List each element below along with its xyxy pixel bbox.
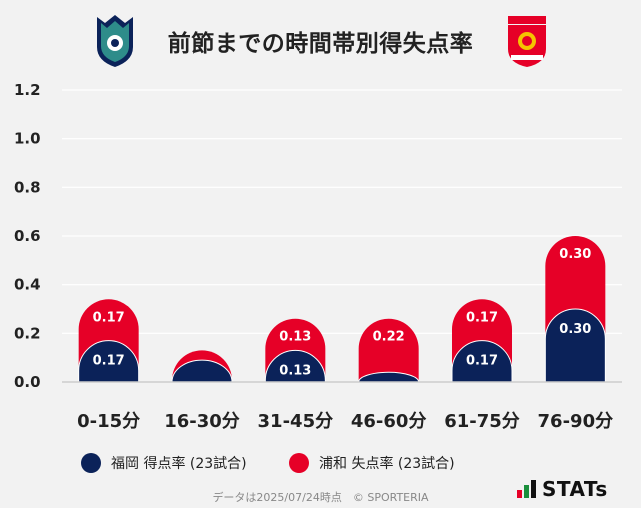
bar-label-away-6: 0.30: [559, 247, 591, 262]
y-tick-label: 0.8: [14, 178, 41, 196]
legend-label-home: 福岡 得点率 (23試合): [111, 456, 247, 472]
y-tick-label: 0.0: [14, 373, 41, 391]
bar-label-away-3: 0.13: [279, 330, 311, 345]
x-tick-label: 16-30分: [164, 411, 240, 432]
legend-swatch-away: [289, 453, 309, 473]
chart-title: 前節までの時間帯別得失点率: [167, 31, 474, 57]
bar-home-2: [171, 359, 233, 383]
y-tick-label: 0.6: [14, 227, 41, 245]
bar-label-away-5: 0.17: [466, 310, 498, 325]
bar-label-away-4: 0.22: [373, 330, 405, 345]
bar-label-home-3: 0.13: [279, 363, 311, 378]
bar-home-3: [264, 349, 326, 383]
x-tick-label: 0-15分: [77, 411, 140, 432]
bar-label-home-6: 0.30: [559, 322, 591, 337]
y-tick-label: 1.2: [14, 81, 41, 99]
x-tick-label: 46-60分: [351, 411, 427, 432]
y-tick-label: 0.2: [14, 324, 41, 342]
y-tick-label: 0.4: [14, 276, 41, 294]
stats-logo-text: STATs: [542, 477, 608, 501]
legend-item-away: 浦和 失点率 (23試合): [289, 451, 455, 475]
fukuoka-emblem-icon: [97, 15, 133, 67]
x-tick-label: 61-75分: [444, 411, 520, 432]
legend-label-away: 浦和 失点率 (23試合): [319, 456, 455, 472]
x-tick-label: 31-45分: [258, 411, 334, 432]
data-source-note: データは2025/07/24時点 © SPORTERIA: [212, 491, 429, 504]
bar-home-5: [451, 340, 513, 383]
bar-label-away-1: 0.17: [93, 310, 125, 325]
bar-label-home-1: 0.17: [93, 354, 125, 369]
bar-chart: 0.0 0.2 0.4 0.6 0.8 1.0 1.2 0.17 0.17 0-15分 16-30分…: [14, 81, 622, 432]
bar-label-home-5: 0.17: [466, 354, 498, 369]
x-tick-label: 76-90分: [538, 411, 614, 432]
legend-swatch-home: [81, 453, 101, 473]
y-tick-label: 1.0: [14, 130, 41, 148]
urawa-emblem-icon: [508, 16, 546, 67]
stats-logo: STATs: [517, 477, 608, 501]
bar-home-1: [78, 340, 140, 383]
stats-logo-mark-icon: [517, 480, 536, 498]
bar-home-4: [358, 371, 420, 383]
legend-item-home: 福岡 得点率 (23試合): [81, 451, 247, 475]
bar-home-6: [544, 308, 606, 383]
bar-away-4: [358, 318, 419, 382]
